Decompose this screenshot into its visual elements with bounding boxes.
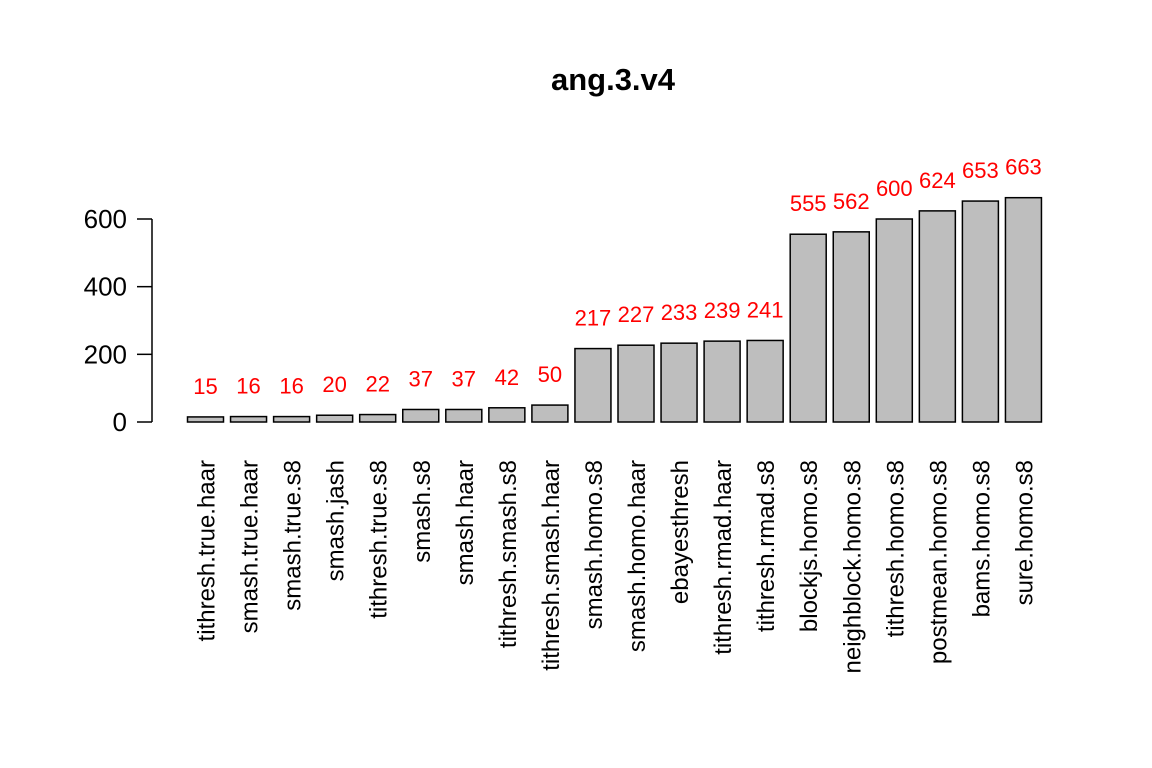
bar-value-label: 20: [322, 372, 346, 397]
x-tick-label: smash.haar: [452, 460, 479, 585]
y-tick-label: 0: [113, 407, 127, 437]
x-tick-label: tithresh.smash.haar: [538, 460, 565, 671]
bar-value-label: 50: [538, 362, 562, 387]
bar: [918, 210, 957, 423]
x-tick-label: smash.jash: [323, 460, 350, 581]
bar-value-label: 42: [495, 365, 519, 390]
x-tick-label: tithresh.rmad.haar: [710, 460, 737, 655]
y-axis: 0 200 400 600: [84, 204, 153, 437]
bar: [574, 347, 612, 423]
y-tick-label: 400: [84, 272, 127, 302]
bar: [488, 407, 526, 423]
bar: [832, 231, 870, 423]
bar: [445, 408, 483, 423]
x-tick-label: bams.homo.s8: [968, 460, 995, 617]
bar-value-label: 239: [704, 298, 741, 323]
x-tick-label: sure.homo.s8: [1011, 460, 1038, 605]
bar: [358, 413, 397, 423]
x-tick-label: smash.homo.haar: [624, 460, 651, 652]
y-tick-label: 200: [84, 339, 127, 369]
x-tick-label: postmean.homo.s8: [925, 460, 952, 664]
bar: [315, 414, 354, 423]
x-tick-label: neighblock.homo.s8: [839, 460, 866, 673]
bar-value-label: 600: [876, 176, 913, 201]
bar: [531, 404, 569, 423]
x-tick-label: smash.true.s8: [280, 460, 307, 611]
bar-value-label: 653: [962, 158, 999, 183]
bar-value-label: 15: [193, 374, 217, 399]
bar: [617, 344, 655, 423]
bar: [660, 342, 698, 423]
bar: [186, 416, 225, 423]
bar-value-label: 217: [575, 306, 612, 331]
x-tick-label: tithresh.smash.s8: [495, 460, 522, 648]
x-tick-label: blockjs.homo.s8: [796, 460, 823, 632]
bar-value-label: 241: [747, 297, 784, 322]
bar: [272, 415, 311, 423]
bar-value-label: 562: [833, 189, 870, 214]
y-tick-label: 600: [84, 204, 127, 234]
bar-value-label: 555: [790, 191, 827, 216]
bar-value-label: 663: [1005, 155, 1042, 180]
x-tick-label: tithresh.rmad.s8: [753, 460, 780, 632]
bar: [402, 408, 440, 423]
bar: [789, 233, 827, 423]
x-tick-label: tithresh.true.s8: [366, 460, 393, 619]
bars: [186, 196, 1043, 423]
bar: [875, 218, 914, 423]
bar-value-label: 624: [919, 168, 956, 193]
bar: [961, 200, 1000, 423]
x-tick-label: tithresh.homo.s8: [882, 460, 909, 637]
chart-title: ang.3.v4: [551, 62, 676, 97]
x-tick-label: ebayesthresh: [667, 460, 694, 604]
bar: [703, 340, 741, 423]
bar-value-label: 37: [452, 366, 476, 391]
bar-value-label: 22: [365, 372, 389, 397]
bar-value-label: 16: [236, 374, 260, 399]
bar: [229, 415, 268, 423]
bar-value-label: 227: [618, 302, 655, 327]
x-tick-labels: tithresh.true.haar smash.true.haar smash.t…: [194, 460, 1039, 673]
bar: [746, 339, 784, 423]
x-tick-label: tithresh.true.haar: [194, 460, 221, 641]
x-tick-label: smash.true.haar: [237, 460, 264, 633]
bar: [1004, 196, 1043, 423]
bar-value-label: 37: [409, 366, 433, 391]
bar-value-label: 233: [661, 300, 698, 325]
x-tick-label: smash.homo.s8: [581, 460, 608, 629]
x-tick-label: smash.s8: [409, 460, 436, 563]
bar-value-label: 16: [279, 374, 303, 399]
